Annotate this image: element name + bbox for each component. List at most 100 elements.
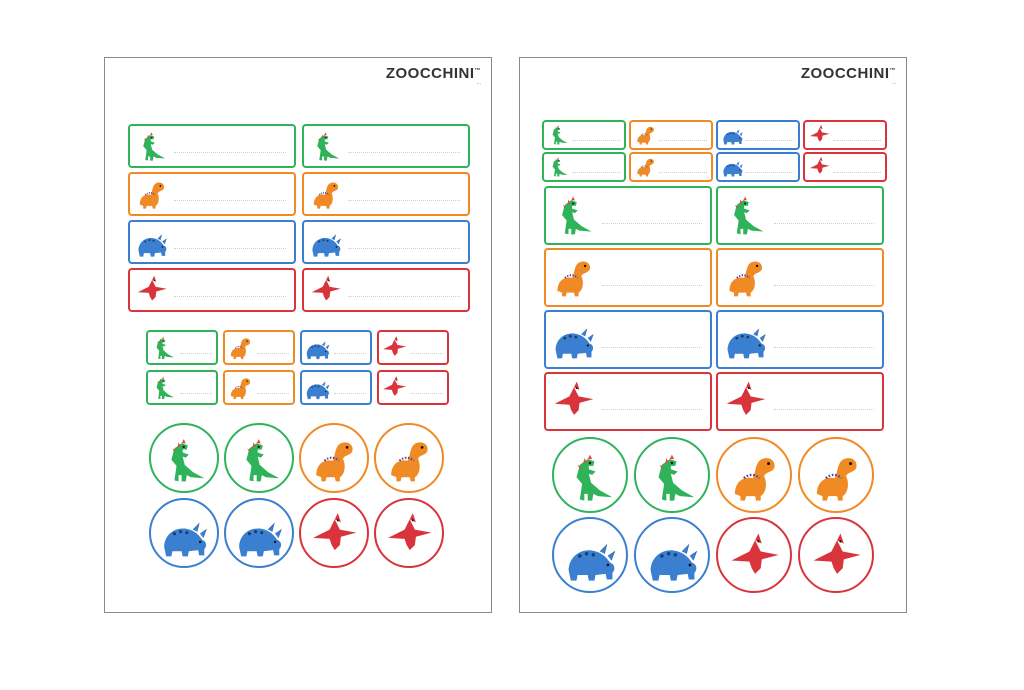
pterodactyl-icon — [731, 533, 779, 575]
dinosaur-triceratops-icon — [306, 381, 330, 399]
write-line — [410, 353, 444, 354]
dinosaur-longneck-icon — [816, 458, 857, 501]
write-line — [572, 140, 620, 141]
round-sticker-red — [299, 498, 369, 568]
dinosaur-trex-icon — [156, 336, 175, 359]
dinosaur-triceratops-icon — [164, 522, 207, 557]
dinosaur-longneck-icon — [316, 442, 353, 482]
write-line — [333, 393, 367, 394]
write-line — [179, 353, 213, 354]
round-sticker-green — [634, 437, 710, 513]
pterodactyl-icon — [388, 513, 432, 551]
round-sticker-orange — [716, 437, 792, 513]
dinosaur-triceratops-icon — [239, 522, 282, 557]
round-sticker-green — [149, 423, 219, 493]
small-label-orange — [629, 120, 713, 150]
dinosaur-longneck-icon — [139, 182, 165, 209]
write-line — [602, 409, 702, 411]
pterodactyl-icon — [383, 336, 407, 356]
large-label-red — [716, 372, 884, 431]
large-label-blue — [302, 220, 470, 264]
dinosaur-trex-icon — [552, 125, 568, 145]
large-label-orange — [544, 248, 712, 307]
large-label-orange — [302, 172, 470, 216]
dinosaur-triceratops-icon — [722, 161, 743, 177]
pterodactyl-icon — [383, 376, 407, 396]
write-line — [348, 248, 460, 250]
dinosaur-triceratops-icon — [650, 543, 697, 581]
pterodactyl-icon — [554, 382, 594, 416]
small-label-orange — [223, 370, 295, 405]
dinosaur-longneck-icon — [557, 261, 591, 297]
pterodactyl-icon — [137, 275, 167, 301]
large-label-green — [302, 124, 470, 168]
brand-logo: ZOOCCHINI™ ... — [386, 65, 481, 86]
write-line — [774, 409, 874, 411]
dinosaur-trex-icon — [562, 197, 592, 235]
large-label-green — [544, 186, 712, 245]
round-sticker-blue — [149, 498, 219, 568]
dinosaur-trex-icon — [143, 132, 166, 161]
dinosaur-triceratops-icon — [555, 328, 594, 359]
write-line — [333, 353, 367, 354]
round-sticker-blue — [634, 517, 710, 593]
dinosaur-trex-icon — [552, 157, 568, 177]
small-label-red — [377, 370, 449, 405]
write-line — [410, 393, 444, 394]
write-line — [833, 140, 881, 141]
round-sticker-blue — [552, 517, 628, 593]
small-label-green — [542, 120, 626, 150]
dinosaur-trex-icon — [734, 197, 764, 235]
round-sticker-red — [798, 517, 874, 593]
sticker-sheet-right: ZOOCCHINI™ ... — [519, 57, 907, 613]
round-sticker-red — [374, 498, 444, 568]
small-label-red — [377, 330, 449, 365]
dinosaur-trex-icon — [246, 439, 280, 482]
dinosaur-triceratops-icon — [727, 328, 766, 359]
small-label-blue — [716, 120, 800, 150]
dinosaur-triceratops-icon — [568, 543, 615, 581]
brand-name: ZOOCCHINI™ — [385, 65, 481, 82]
dinosaur-trex-icon — [156, 376, 175, 399]
large-label-green — [128, 124, 296, 168]
small-label-blue — [300, 370, 372, 405]
dinosaur-longneck-icon — [391, 442, 428, 482]
write-line — [174, 152, 286, 154]
small-label-orange — [223, 330, 295, 365]
large-label-green — [716, 186, 884, 245]
write-line — [774, 347, 874, 349]
dinosaur-trex-icon — [658, 454, 695, 501]
write-line — [348, 200, 460, 202]
dinosaur-longneck-icon — [636, 159, 654, 177]
dinosaur-triceratops-icon — [138, 233, 167, 257]
pterodactyl-icon — [726, 382, 766, 416]
write-line — [659, 140, 707, 141]
brand-name: ZOOCCHINI™ — [800, 65, 896, 82]
large-label-red — [128, 268, 296, 312]
small-label-green — [542, 152, 626, 182]
small-label-green — [146, 330, 218, 365]
round-sticker-orange — [374, 423, 444, 493]
write-line — [348, 152, 460, 154]
write-line — [174, 200, 286, 202]
write-line — [833, 172, 881, 173]
round-sticker-orange — [299, 423, 369, 493]
small-label-red — [803, 120, 887, 150]
brand-tagline: ... — [891, 81, 896, 86]
write-line — [179, 393, 213, 394]
small-label-red — [803, 152, 887, 182]
dinosaur-longneck-icon — [313, 182, 339, 209]
write-line — [348, 296, 460, 298]
write-line — [602, 347, 702, 349]
write-line — [774, 223, 874, 225]
dinosaur-trex-icon — [317, 132, 340, 161]
large-label-orange — [716, 248, 884, 307]
write-line — [602, 285, 702, 287]
pterodactyl-icon — [809, 125, 830, 143]
pterodactyl-icon — [313, 513, 357, 551]
write-line — [746, 172, 794, 173]
dinosaur-triceratops-icon — [722, 129, 743, 145]
round-sticker-green — [224, 423, 294, 493]
pterodactyl-icon — [809, 157, 830, 175]
round-sticker-blue — [224, 498, 294, 568]
